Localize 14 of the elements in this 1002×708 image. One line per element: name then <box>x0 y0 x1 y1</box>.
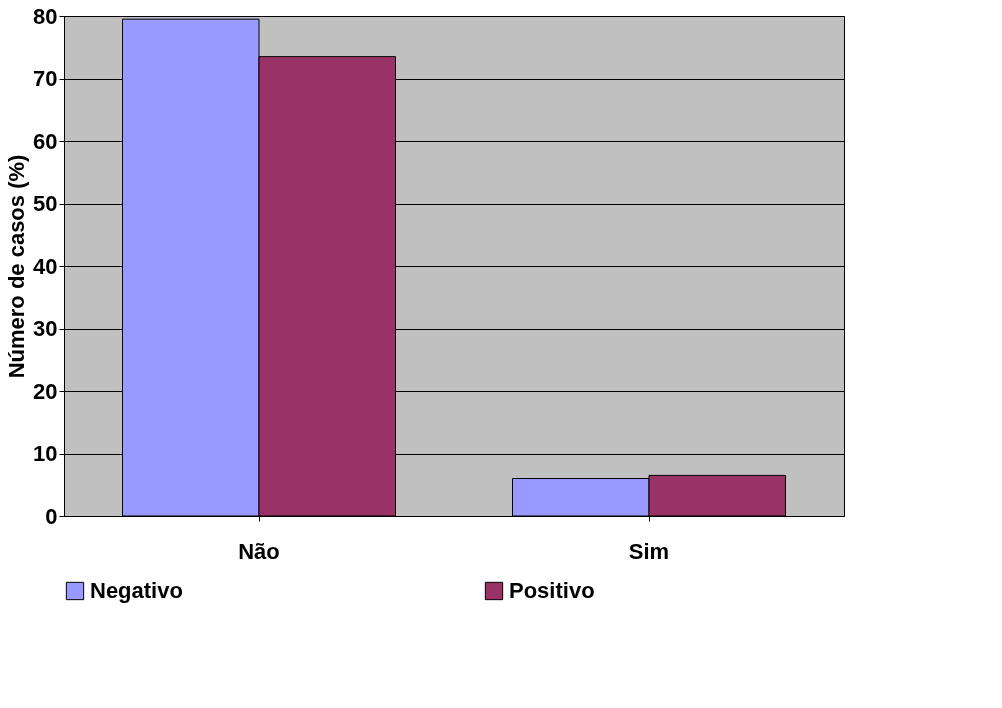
legend-label: Negativo <box>90 578 183 603</box>
x-tick-label: Não <box>238 538 280 564</box>
y-tick-label: 60 <box>33 128 58 154</box>
y-tick-label: 30 <box>33 316 58 341</box>
y-tick-label: 80 <box>33 3 58 29</box>
y-tick-label: 70 <box>33 66 58 91</box>
legend-label: Positivo <box>509 578 595 603</box>
y-tick-label: 50 <box>33 191 58 216</box>
x-tick-label: Sim <box>628 538 670 564</box>
y-tick-label: 40 <box>33 253 58 279</box>
y-tick-label: 10 <box>33 441 58 466</box>
y-tick-label: 20 <box>33 378 58 404</box>
y-tick-label: 0 <box>45 503 58 529</box>
y-axis-title: Número de casos (%) <box>4 154 30 379</box>
